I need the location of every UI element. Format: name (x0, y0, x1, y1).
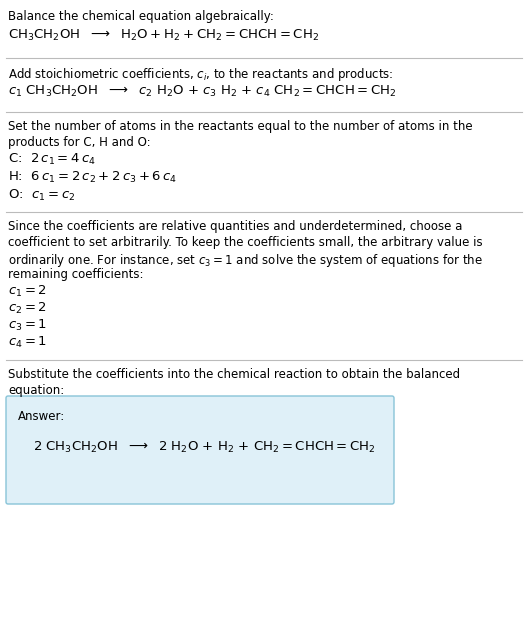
Text: remaining coefficients:: remaining coefficients: (8, 268, 144, 281)
Text: $\mathit{c}_3 = 1$: $\mathit{c}_3 = 1$ (8, 318, 47, 333)
Text: Balance the chemical equation algebraically:: Balance the chemical equation algebraica… (8, 10, 274, 23)
Text: Set the number of atoms in the reactants equal to the number of atoms in the: Set the number of atoms in the reactants… (8, 120, 473, 133)
Text: H:  $6\,\mathit{c}_1 = 2\,\mathit{c}_2 + 2\,\mathit{c}_3 + 6\,\mathit{c}_4$: H: $6\,\mathit{c}_1 = 2\,\mathit{c}_2 + … (8, 170, 177, 185)
Text: $\mathit{c}_1$ $\mathsf{CH_3CH_2OH}$  $\mathsf{\longrightarrow}$  $\mathit{c}_2$: $\mathit{c}_1$ $\mathsf{CH_3CH_2OH}$ $\m… (8, 84, 397, 99)
Text: C:  $2\,\mathit{c}_1 = 4\,\mathit{c}_4$: C: $2\,\mathit{c}_1 = 4\,\mathit{c}_4$ (8, 152, 96, 167)
Text: Add stoichiometric coefficients, $\mathit{c}_i$, to the reactants and products:: Add stoichiometric coefficients, $\mathi… (8, 66, 393, 83)
Text: O:  $\mathit{c}_1 = \mathit{c}_2$: O: $\mathit{c}_1 = \mathit{c}_2$ (8, 188, 76, 203)
FancyBboxPatch shape (6, 396, 394, 504)
Text: $\mathit{c}_2 = 2$: $\mathit{c}_2 = 2$ (8, 301, 47, 316)
Text: equation:: equation: (8, 384, 64, 397)
Text: Since the coefficients are relative quantities and underdetermined, choose a: Since the coefficients are relative quan… (8, 220, 463, 233)
Text: products for C, H and O:: products for C, H and O: (8, 136, 150, 149)
Text: Substitute the coefficients into the chemical reaction to obtain the balanced: Substitute the coefficients into the che… (8, 368, 460, 381)
Text: $\mathit{c}_1 = 2$: $\mathit{c}_1 = 2$ (8, 284, 47, 299)
Text: $\mathsf{CH_3CH_2OH}$  $\mathsf{\longrightarrow}$  $\mathsf{H_2O + H_2 + CH_2{=}: $\mathsf{CH_3CH_2OH}$ $\mathsf{\longrigh… (8, 28, 319, 43)
Text: Answer:: Answer: (18, 410, 65, 423)
Text: ordinarily one. For instance, set $\mathit{c}_3 = 1$ and solve the system of equ: ordinarily one. For instance, set $\math… (8, 252, 483, 269)
Text: coefficient to set arbitrarily. To keep the coefficients small, the arbitrary va: coefficient to set arbitrarily. To keep … (8, 236, 483, 249)
Text: $2$ $\mathsf{CH_3CH_2OH}$  $\mathsf{\longrightarrow}$  $2$ $\mathsf{H_2O}$ $+$ $: $2$ $\mathsf{CH_3CH_2OH}$ $\mathsf{\long… (33, 440, 376, 455)
Text: $\mathit{c}_4 = 1$: $\mathit{c}_4 = 1$ (8, 335, 47, 350)
